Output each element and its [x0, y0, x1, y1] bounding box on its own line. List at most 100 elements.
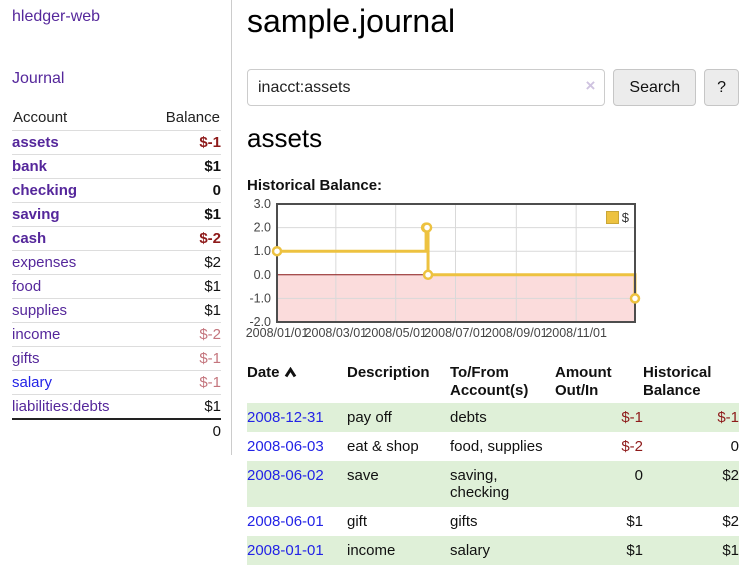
x-tick-label: 2008/03/01 [305, 326, 368, 340]
account-balance: $1 [144, 394, 221, 420]
search-button[interactable]: Search [613, 69, 697, 106]
sidebar-account-cash[interactable]: cash [12, 226, 145, 251]
account-balance: $-1 [144, 130, 221, 155]
register-date-link[interactable]: 2008-12-31 [247, 409, 324, 426]
sidebar-account-gifts[interactable]: gifts [12, 346, 145, 371]
account-row: liabilities:debts $1 [12, 394, 221, 420]
account-row: checking 0 [12, 178, 221, 203]
register-row: 2008-06-03 eat & shop food, supplies $-2 0 [247, 432, 739, 461]
sidebar-account-salary[interactable]: salary [12, 370, 145, 395]
col-date-label: Date [247, 364, 280, 381]
data-point-marker [629, 293, 641, 304]
account-balance: $-2 [144, 322, 221, 347]
account-row: expenses $2 [12, 250, 221, 275]
sidebar-account-assets[interactable]: assets [12, 130, 145, 155]
search-field-wrap: × [247, 69, 606, 106]
register-row: 2008-06-02 save saving, checking 0 $2 [247, 461, 739, 507]
register-accounts: gifts [450, 513, 478, 530]
sidebar-account-supplies[interactable]: supplies [12, 298, 145, 323]
sidebar-item-journal[interactable]: Journal [12, 70, 65, 87]
register-balance: 0 [730, 438, 739, 455]
register-amount: $-2 [621, 438, 643, 455]
register-description: eat & shop [347, 438, 419, 455]
account-row: salary $-1 [12, 370, 221, 395]
account-row: cash $-2 [12, 226, 221, 251]
search-form: × Search ? [247, 69, 739, 106]
accounts-header-row: Account Balance [12, 106, 221, 131]
main-content: sample.journal × Search ? assets Histori… [232, 0, 742, 565]
register-date-link[interactable]: 2008-06-03 [247, 438, 324, 455]
account-row: supplies $1 [12, 298, 221, 323]
col-accounts[interactable]: To/From Account(s) [450, 364, 529, 399]
account-balance: $1 [144, 202, 221, 227]
plot-border [276, 203, 636, 323]
account-balance: $1 [144, 154, 221, 179]
account-balance: $-1 [144, 346, 221, 371]
y-tick-label: -2.0 [249, 315, 271, 329]
y-tick-label: 2.0 [254, 221, 271, 235]
brand-link[interactable]: hledger-web [12, 8, 101, 25]
register-amount: $1 [626, 542, 643, 559]
legend-label: $ [621, 210, 629, 225]
register-description: gift [347, 513, 368, 530]
help-button[interactable]: ? [704, 69, 739, 106]
account-balance: $1 [144, 298, 221, 323]
register-row: 2008-01-01 income salary $1 $1 [247, 536, 739, 565]
account-row: saving $1 [12, 202, 221, 227]
y-tick-label: 1.0 [254, 244, 271, 258]
sidebar-account-food[interactable]: food [12, 274, 145, 299]
register-balance: $-1 [717, 409, 739, 426]
sidebar-account-income[interactable]: income [12, 322, 145, 347]
x-tick-label: 2008/01/01 [246, 326, 309, 340]
account-row: food $1 [12, 274, 221, 299]
legend-swatch-icon [605, 211, 619, 224]
sidebar-account-expenses[interactable]: expenses [12, 250, 145, 275]
account-row: bank $1 [12, 154, 221, 179]
col-balance[interactable]: Historical Balance [643, 364, 712, 399]
y-tick-label: 0.0 [254, 268, 271, 282]
accounts-table: Account Balance assets $-1 bank $1 checking 0… [12, 106, 221, 443]
search-input[interactable] [247, 69, 606, 106]
data-point-marker [421, 222, 433, 233]
register-description: income [347, 542, 396, 559]
col-amount[interactable]: Amount Out/In [555, 364, 612, 399]
x-tick-label: 2008/11/01 [545, 326, 607, 340]
y-tick-label: -1.0 [249, 291, 271, 305]
sidebar-account-checking[interactable]: checking [12, 178, 145, 203]
sidebar-account-saving[interactable]: saving [12, 202, 145, 227]
register-amount: 0 [634, 467, 643, 484]
register-balance: $2 [722, 513, 739, 530]
col-description[interactable]: Description [347, 364, 430, 381]
data-point-marker [271, 245, 283, 257]
register-description: pay off [347, 409, 392, 426]
register-row: 2008-12-31 pay off debts $-1 $-1 [247, 403, 739, 432]
sidebar-account-liabilities-debts[interactable]: liabilities:debts [12, 394, 145, 420]
accounts-total-value: 0 [144, 418, 221, 443]
register-amount: $-1 [621, 409, 643, 426]
balance-chart[interactable]: 3.0 2.0 1.0 0.0 -1.0 -2.0 2008/01/01 2008/03/01… [246, 197, 641, 344]
register-date-link[interactable]: 2008-06-01 [247, 513, 324, 530]
register-balance: $2 [722, 467, 739, 484]
page-title: sample.journal [247, 3, 456, 39]
register-table: Date Description To/From Account(s) Amou… [247, 364, 739, 565]
register-accounts: debts [450, 409, 487, 426]
accounts-total-spacer [12, 418, 145, 443]
sidebar-account-bank[interactable]: bank [12, 154, 145, 179]
clear-search-icon[interactable]: × [585, 76, 596, 95]
register-amount: $1 [626, 513, 643, 530]
account-balance: $2 [144, 250, 221, 275]
sidebar: hledger-web Journal Account Balance asse… [0, 0, 232, 455]
register-description: save [347, 467, 379, 484]
col-date[interactable]: Date [247, 364, 347, 403]
accounts-col-account: Account [12, 106, 145, 131]
chart-legend: $ [605, 210, 629, 225]
register-accounts: saving, checking [450, 467, 510, 501]
register-date-link[interactable]: 2008-06-02 [247, 467, 324, 484]
register-date-link[interactable]: 2008-01-01 [247, 542, 324, 559]
chart-title: Historical Balance: [247, 177, 383, 194]
account-balance: 0 [144, 178, 221, 203]
account-balance: $-2 [144, 226, 221, 251]
x-tick-label: 2008/05/01 [364, 326, 427, 340]
register-row: 2008-06-01 gift gifts $1 $2 [247, 507, 739, 536]
